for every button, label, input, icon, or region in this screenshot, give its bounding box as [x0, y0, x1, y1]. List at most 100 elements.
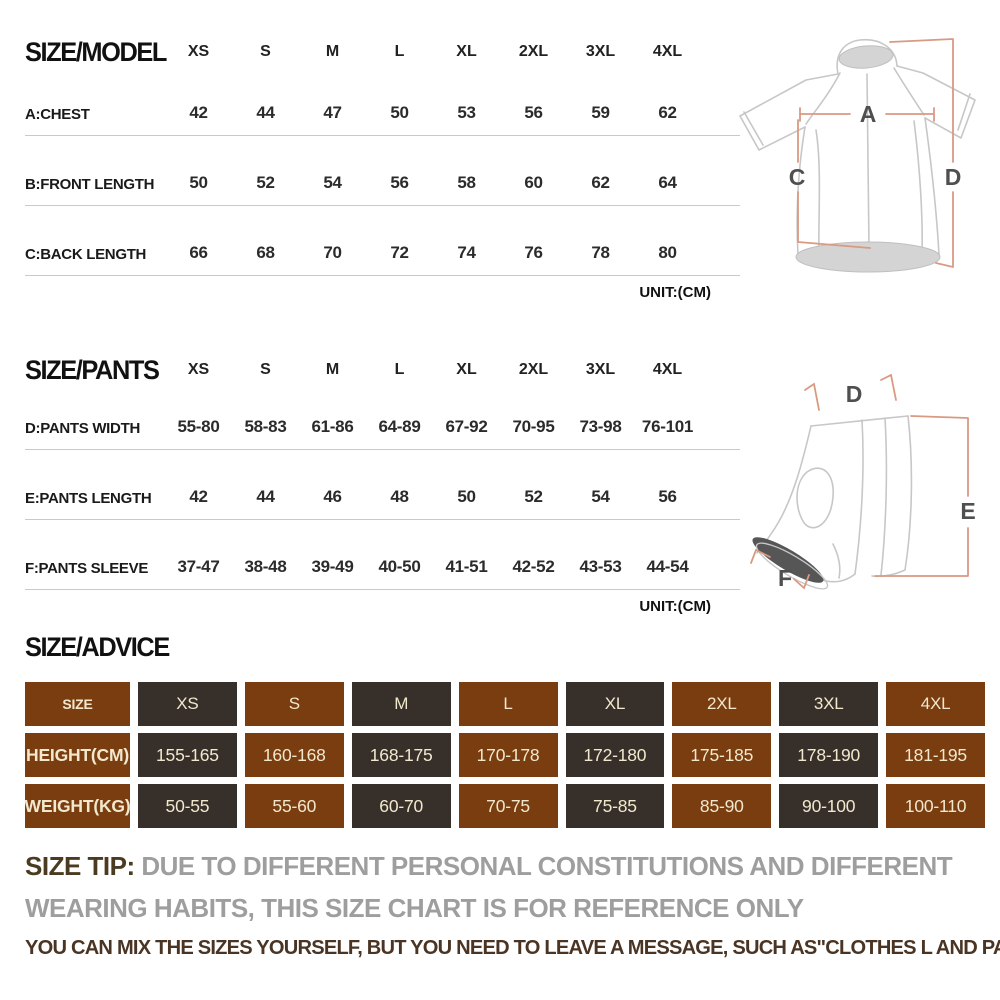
measure-line-e — [874, 415, 969, 577]
cell-value: 50 — [457, 487, 476, 506]
cell-value: 44 — [256, 103, 275, 122]
jersey-right-sleeve — [896, 65, 976, 139]
measure-line-a — [799, 107, 935, 122]
cell-value: 54 — [591, 487, 610, 506]
advice-cell: M — [351, 682, 451, 726]
size-col-header: S — [260, 361, 271, 378]
size-col-header: XL — [456, 361, 477, 378]
cell-value: 72 — [390, 243, 409, 262]
size-advice-table: SIZE XS S M L XL 2XL 3XL 4XL HEIGHT(CM) … — [25, 682, 985, 835]
cell-value: 48 — [390, 487, 409, 506]
size-col-header: L — [394, 43, 405, 60]
size-tip-paragraph: SIZE TIP: DUE TO DIFFERENT PERSONAL CONS… — [25, 845, 975, 929]
advice-cell: 181-195 — [886, 733, 985, 777]
row-label: C:BACK LENGTH — [25, 246, 147, 263]
section-title-pants: SIZE/PANTS — [25, 354, 160, 385]
size-col-header: XS — [187, 361, 210, 378]
shorts-seam-1 — [880, 417, 888, 576]
advice-cell: 4XL — [886, 682, 985, 726]
section-title-model: SIZE/MODEL — [25, 36, 167, 67]
cell-value: 46 — [323, 487, 342, 506]
shorts-left-leg-bottom — [818, 573, 856, 583]
cell-value: 58-83 — [244, 417, 287, 436]
size-col-header: XS — [187, 43, 210, 60]
size-col-header: 4XL — [652, 361, 683, 378]
cell-value: 58 — [457, 173, 476, 192]
size-col-header: 3XL — [585, 361, 616, 378]
advice-cell: 50-55 — [138, 784, 237, 828]
cell-value: 62 — [591, 173, 610, 192]
table-row-chest: A:CHEST 42 44 47 50 53 56 59 62 — [25, 74, 740, 136]
size-tip-text: DUE TO DIFFERENT PERSONAL CONSTITUTIONS … — [25, 851, 953, 923]
row-label: B:FRONT LENGTH — [25, 176, 155, 193]
cell-value: 66 — [189, 243, 208, 262]
shorts-left-leg-outer — [756, 425, 812, 554]
shorts-crotch-seam — [832, 543, 841, 579]
pants-header-row: SIZE/PANTS XS S M L XL 2XL 3XL 4XL — [25, 348, 740, 392]
cell-value: 59 — [591, 103, 610, 122]
shorts-measurement-diagram: D E F — [750, 373, 976, 591]
measure-line-c — [797, 119, 871, 249]
advice-cell: 178-190 — [779, 733, 879, 777]
advice-row-size: SIZE XS S M L XL 2XL 3XL 4XL — [25, 682, 985, 726]
jersey-right-raglan-seam — [893, 67, 925, 116]
cell-value: 61-86 — [311, 417, 354, 436]
measure-label-f: F — [778, 565, 792, 591]
size-tip-label: SIZE TIP: — [25, 851, 135, 881]
shorts-waistband — [810, 415, 909, 427]
advice-cell: 160-168 — [244, 733, 344, 777]
jersey-right-cuff — [957, 93, 971, 131]
shorts-chamois-pad — [796, 467, 834, 529]
measure-line-d — [889, 38, 954, 268]
cell-value: 54 — [323, 173, 342, 192]
mix-sizes-note: YOU CAN MIX THE SIZES YOURSELF, BUT YOU … — [25, 936, 1000, 959]
cell-value: 47 — [323, 103, 342, 122]
model-header-row: SIZE/MODEL XS S M L XL 2XL 3XL 4XL — [25, 30, 740, 74]
cell-value: 64-89 — [378, 417, 421, 436]
cell-value: 50 — [189, 173, 208, 192]
advice-cell: HEIGHT(CM) — [25, 733, 130, 777]
advice-cell: 60-70 — [351, 784, 451, 828]
cell-value: 53 — [457, 103, 476, 122]
unit-label: UNIT:(CM) — [639, 284, 711, 301]
table-row-front-length: B:FRONT LENGTH 50 52 54 56 58 60 62 64 — [25, 136, 740, 206]
cell-value: 42-52 — [512, 557, 555, 576]
measure-label-d: D — [945, 164, 962, 190]
cell-value: 76 — [524, 243, 543, 262]
row-label: A:CHEST — [25, 106, 90, 123]
jersey-measurement-diagram: A C D — [739, 38, 976, 273]
cell-value: 56 — [658, 487, 677, 506]
measure-line-f — [750, 548, 810, 590]
size-col-header: M — [325, 43, 340, 60]
size-col-header: S — [260, 43, 271, 60]
shorts-leg-opening-band — [755, 542, 829, 590]
advice-cell: WEIGHT(KG) — [25, 784, 131, 828]
size-col-header: 3XL — [585, 43, 616, 60]
cell-value: 41-51 — [445, 557, 488, 576]
cell-value: 80 — [658, 243, 677, 262]
measure-label-e: E — [960, 498, 975, 524]
cell-value: 42 — [189, 487, 208, 506]
table-row-back-length: C:BACK LENGTH 66 68 70 72 74 76 78 80 — [25, 206, 740, 276]
jersey-zipper-line — [866, 73, 870, 249]
cell-value: 56 — [524, 103, 543, 122]
jersey-hem — [795, 241, 941, 273]
cell-value: 64 — [658, 173, 677, 192]
measure-line-d — [804, 373, 897, 411]
cell-value: 40-50 — [378, 557, 421, 576]
measure-label-d: D — [846, 381, 863, 407]
section-title-advice: SIZE/ADVICE — [25, 632, 170, 662]
advice-row-height: HEIGHT(CM) 155-165 160-168 168-175 170-1… — [25, 733, 985, 777]
shorts-leg-opening — [752, 537, 824, 583]
size-col-header: 2XL — [518, 43, 549, 60]
cell-value: 43-53 — [579, 557, 622, 576]
jersey-left-raglan-seam — [805, 72, 841, 125]
jersey-left-sleeve — [739, 73, 839, 151]
measure-label-a: A — [860, 101, 877, 127]
jersey-right-side — [924, 117, 940, 256]
advice-cell: L — [458, 682, 558, 726]
advice-cell: 3XL — [779, 682, 879, 726]
measure-label-c: C — [789, 164, 806, 190]
jersey-collar-opening — [838, 45, 894, 69]
advice-cell: XL — [565, 682, 665, 726]
